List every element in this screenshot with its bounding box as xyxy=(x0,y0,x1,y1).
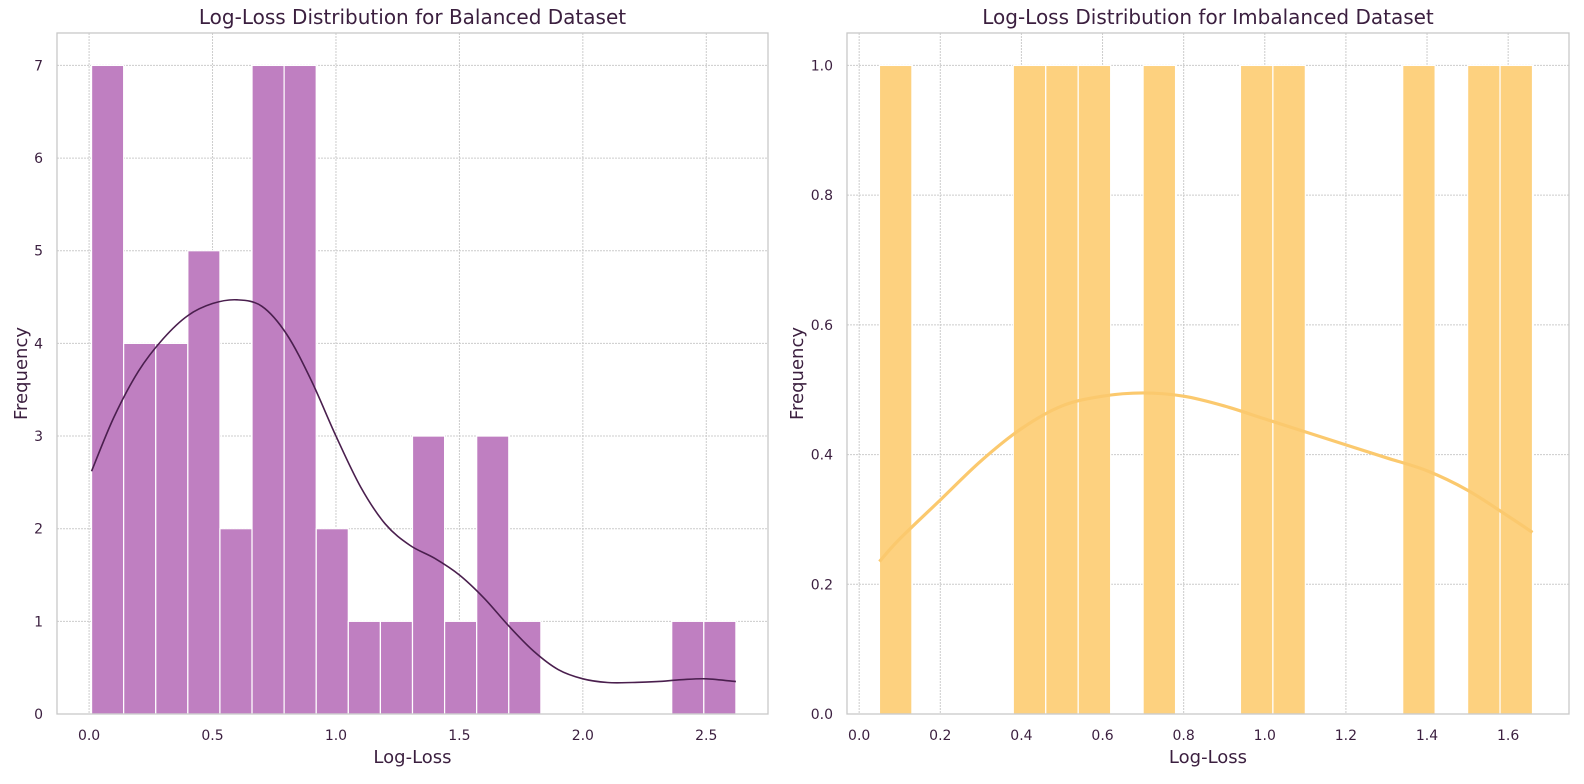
histogram-bar xyxy=(671,620,705,715)
x-tick-label: 1.0 xyxy=(1254,728,1276,744)
y-tick-label: 1 xyxy=(34,614,43,630)
plot-frame xyxy=(846,32,1570,715)
x-tick-label: 0.4 xyxy=(1010,728,1032,744)
plot-frame xyxy=(56,32,769,715)
histogram-bar xyxy=(1045,64,1079,715)
x-tick-label: 0.5 xyxy=(201,728,223,744)
histogram-bar xyxy=(1466,64,1501,715)
histogram-bar xyxy=(155,342,189,715)
y-tick-label: 2 xyxy=(34,522,43,538)
histogram-bar xyxy=(1239,64,1274,715)
x-tick-label: 1.6 xyxy=(1497,728,1519,744)
y-tick-label: 1.0 xyxy=(811,58,833,74)
balanced-chart: 0.0 0.5 1.0 1.5 2.0 2.5 0 1 2 3 4 5 6 7 Log-Loss Distr… xyxy=(11,5,769,768)
histogram-bar xyxy=(411,435,446,715)
y-tick-label: 7 xyxy=(34,58,43,74)
histogram-bar xyxy=(1012,64,1047,715)
histogram-bar xyxy=(878,64,913,715)
histogram-bar xyxy=(347,620,382,715)
y-axis-label: Frequency xyxy=(11,327,32,420)
histogram-bar xyxy=(283,64,317,715)
y-tick-label: 0.2 xyxy=(811,577,833,593)
histogram-bar xyxy=(1402,64,1436,715)
y-tick-label: 3 xyxy=(34,429,43,445)
x-tick-label: 0.0 xyxy=(848,728,870,744)
y-tick-label: 6 xyxy=(34,151,43,167)
x-tick-label: 1.2 xyxy=(1335,728,1357,744)
histogram-bar xyxy=(379,620,414,715)
x-tick-label: 0.6 xyxy=(1091,728,1113,744)
histogram-bar xyxy=(219,528,253,715)
histogram-bar xyxy=(1077,64,1112,715)
x-tick-label: 0.0 xyxy=(78,728,100,744)
histogram-bar xyxy=(1499,64,1534,715)
histogram-bar xyxy=(123,342,157,715)
y-tick-label: 0.0 xyxy=(811,707,833,723)
histogram-bar xyxy=(703,620,737,715)
x-axis-label: Log-Loss xyxy=(1169,747,1247,768)
x-tick-label: 1.5 xyxy=(448,728,470,744)
y-axis-label: Frequency xyxy=(787,327,808,420)
x-axis-label: Log-Loss xyxy=(373,747,451,768)
x-tick-label: 1.0 xyxy=(325,728,347,744)
y-tick-label: 0 xyxy=(34,707,43,723)
kde-line xyxy=(878,391,1534,563)
x-tick-label: 2.0 xyxy=(572,728,594,744)
chart-title: Log-Loss Distribution for Balanced Datas… xyxy=(199,5,626,29)
x-tick-label: 1.4 xyxy=(1416,728,1438,744)
x-tick-label: 0.2 xyxy=(929,728,951,744)
kde-line xyxy=(90,298,736,684)
histogram-bar xyxy=(508,620,542,715)
histogram-bar xyxy=(443,620,478,715)
y-tick-label: 5 xyxy=(34,244,43,260)
chart-title: Log-Loss Distribution for Imbalanced Dat… xyxy=(982,5,1434,29)
histogram-bar xyxy=(90,64,125,715)
y-tick-label: 0.6 xyxy=(811,318,833,334)
x-tick-label: 0.8 xyxy=(1173,728,1195,744)
y-tick-label: 0.4 xyxy=(811,448,833,464)
histogram-bar xyxy=(315,528,349,715)
imbalanced-chart: 0.0 0.2 0.4 0.6 0.8 1.0 1.2 1.4 1.6 0.0 0.2 0.4 0.6 0… xyxy=(787,5,1570,768)
histogram-bar xyxy=(1272,64,1306,715)
histogram-bar xyxy=(187,250,221,715)
y-tick-label: 0.8 xyxy=(811,188,833,204)
histogram-bar xyxy=(251,64,285,715)
x-tick-label: 2.5 xyxy=(695,728,717,744)
y-tick-label: 4 xyxy=(34,336,43,352)
histogram-bar xyxy=(1142,64,1177,715)
histogram-bar xyxy=(476,435,510,715)
